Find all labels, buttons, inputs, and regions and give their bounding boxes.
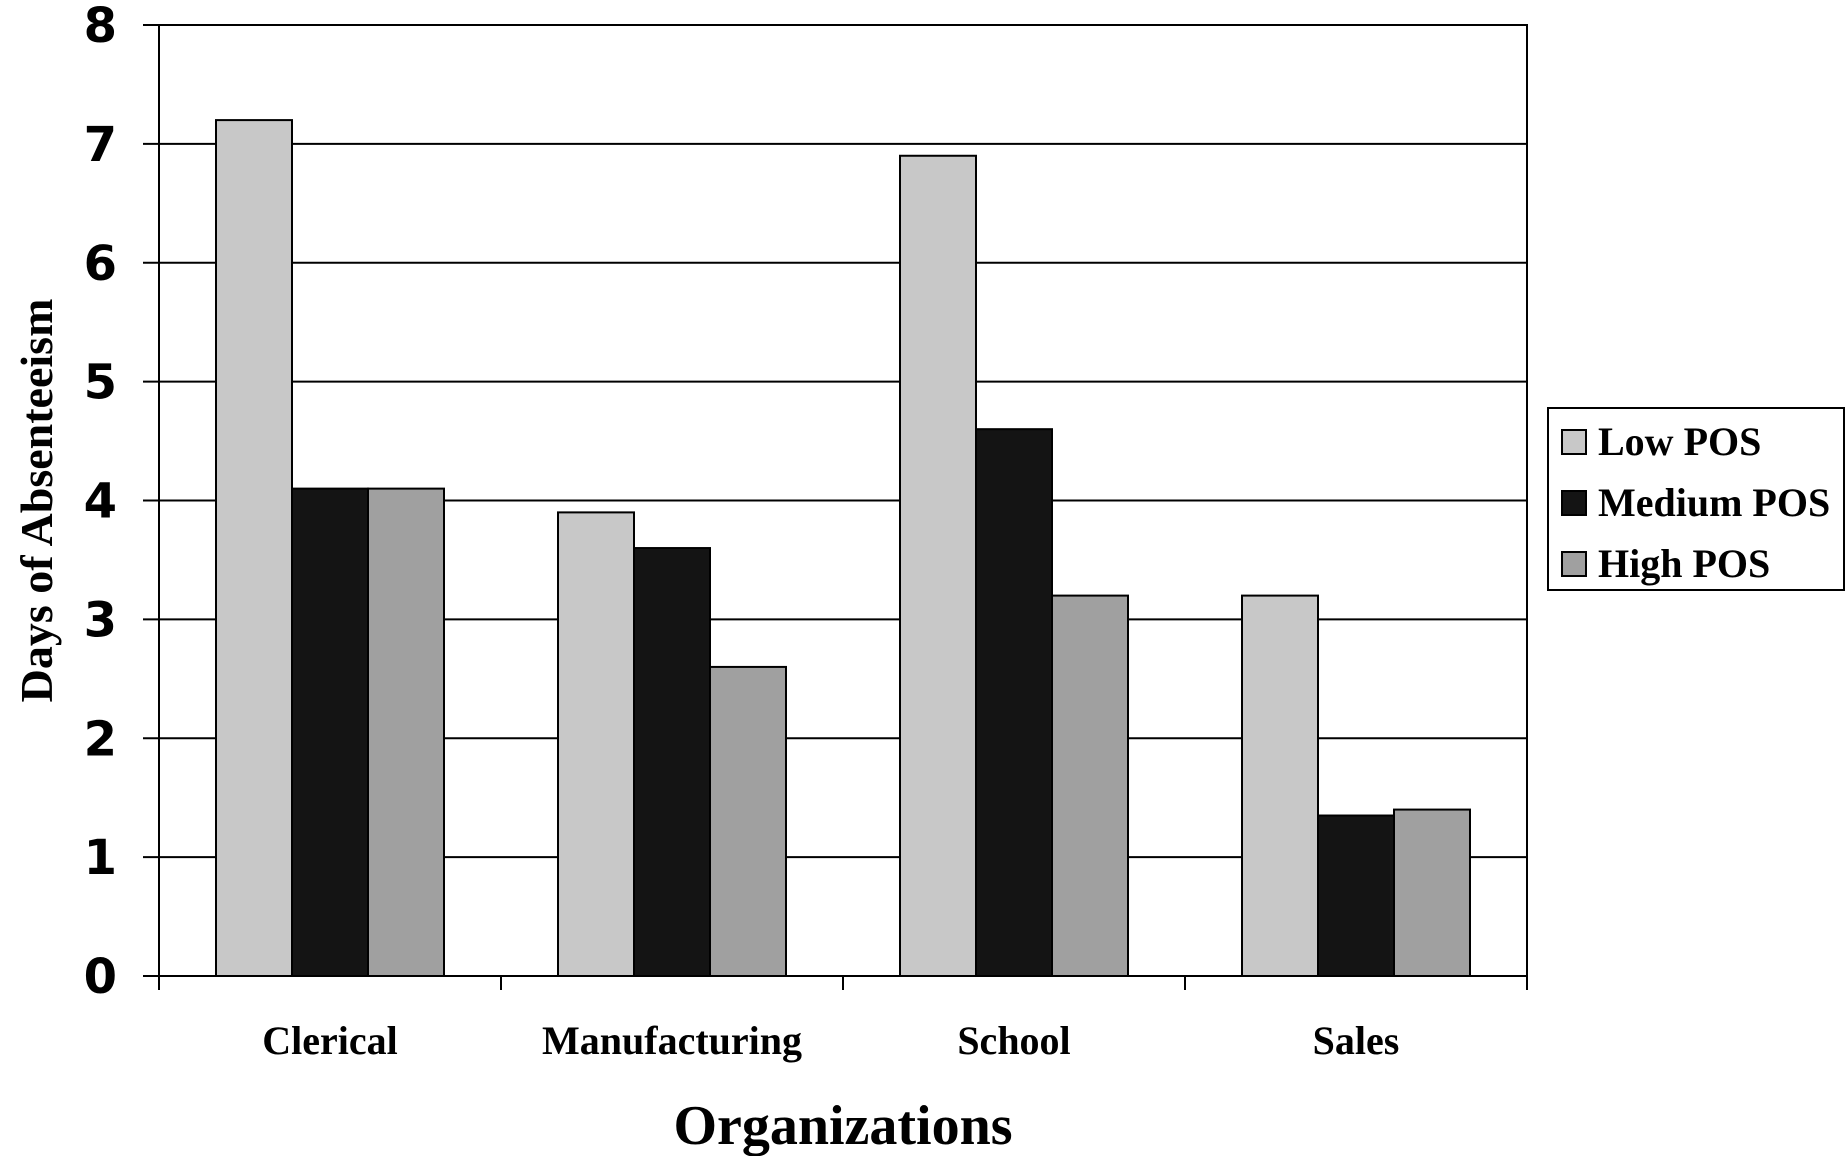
x-category-labels: Clerical Manufacturing School Sales xyxy=(262,1018,1399,1063)
legend-label: Medium POS xyxy=(1598,480,1830,525)
y-tick-label: 0 xyxy=(84,949,117,1005)
bar-school-medium-pos xyxy=(975,428,1053,977)
x-axis-title: Organizations xyxy=(673,1095,1012,1156)
x-category-label: Manufacturing xyxy=(542,1018,802,1063)
bar-school-high-pos xyxy=(1051,594,1129,977)
bar-manufacturing-low-pos xyxy=(557,511,635,977)
y-tick-label: 1 xyxy=(84,830,117,886)
legend: Low POS Medium POS High POS xyxy=(1547,407,1845,591)
y-tick-label: 8 xyxy=(84,0,117,54)
y-tick-label: 2 xyxy=(84,711,117,767)
axes xyxy=(143,24,1528,990)
bar-sales-high-pos xyxy=(1393,808,1471,978)
y-tick-label: 7 xyxy=(84,117,117,173)
y-tick-label: 5 xyxy=(84,355,117,411)
y-tick-label: 4 xyxy=(84,474,117,530)
y-tick-labels: 0 1 2 3 4 5 6 7 8 xyxy=(84,0,117,1005)
bar-clerical-high-pos xyxy=(367,487,445,977)
legend-swatch xyxy=(1561,551,1587,577)
legend-swatch xyxy=(1561,429,1587,455)
bar-sales-low-pos xyxy=(1241,594,1319,977)
x-category-label: Clerical xyxy=(262,1018,398,1063)
y-tick-label: 6 xyxy=(84,236,117,292)
legend-label: Low POS xyxy=(1598,419,1761,464)
legend-swatch xyxy=(1561,490,1587,516)
bar-clerical-medium-pos xyxy=(291,487,369,977)
legend-label: High POS xyxy=(1598,541,1770,586)
bar-clerical-low-pos xyxy=(215,119,293,978)
y-axis-title: Days of Absenteeism xyxy=(11,299,62,703)
x-category-label: Sales xyxy=(1313,1018,1400,1063)
x-category-label: School xyxy=(957,1018,1070,1063)
bar-manufacturing-medium-pos xyxy=(633,547,711,977)
legend-box xyxy=(1547,407,1845,591)
y-tick-label: 3 xyxy=(84,592,117,648)
bar-school-low-pos xyxy=(899,154,977,977)
bar-manufacturing-high-pos xyxy=(709,665,787,977)
bars xyxy=(215,119,1471,978)
bar-sales-medium-pos xyxy=(1317,814,1395,977)
